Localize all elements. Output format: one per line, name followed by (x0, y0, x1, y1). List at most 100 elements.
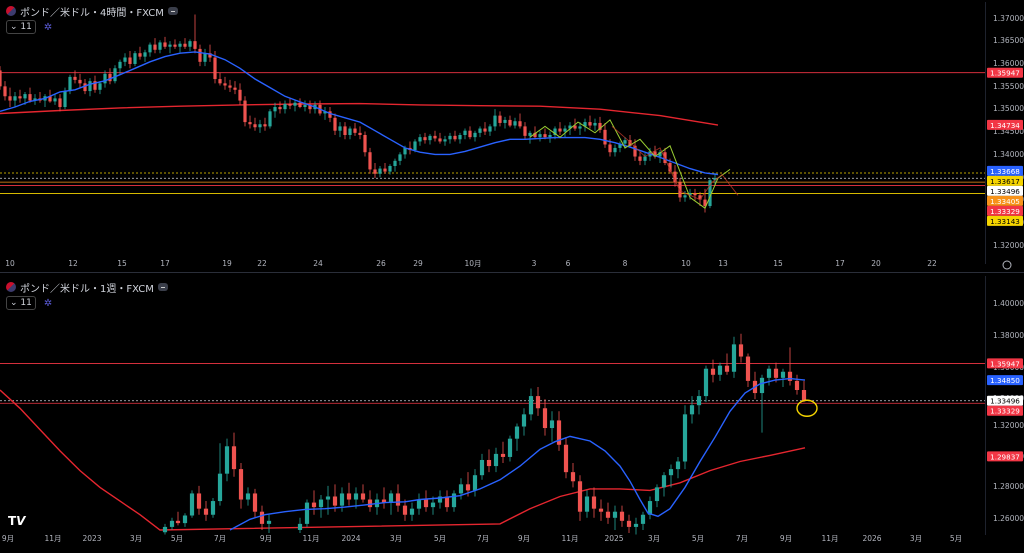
candle[interactable] (638, 152, 642, 166)
candle[interactable] (759, 374, 765, 433)
candle[interactable] (108, 68, 112, 85)
candle[interactable] (661, 472, 667, 497)
price-tag[interactable]: 1.33143 (987, 215, 1023, 226)
price-tag[interactable]: 1.33329 (987, 205, 1023, 216)
candle[interactable] (508, 115, 512, 128)
candle[interactable] (570, 463, 576, 488)
candle[interactable] (311, 490, 317, 515)
candle[interactable] (28, 87, 32, 103)
candle[interactable] (696, 390, 702, 415)
candle[interactable] (189, 490, 195, 518)
candle[interactable] (717, 362, 723, 381)
candle[interactable] (493, 447, 499, 473)
candle[interactable] (163, 36, 167, 49)
candle[interactable] (210, 498, 216, 518)
candle[interactable] (598, 116, 602, 133)
candle[interactable] (773, 362, 779, 383)
candle[interactable] (693, 188, 697, 201)
candle[interactable] (368, 147, 372, 174)
candle[interactable] (703, 365, 709, 403)
chart-settings-icon[interactable] (1002, 260, 1012, 270)
candle[interactable] (182, 513, 188, 527)
candle[interactable] (724, 353, 730, 375)
price-tag[interactable]: 1.35947 (987, 67, 1023, 78)
candle[interactable] (618, 141, 622, 153)
candle[interactable] (252, 488, 258, 518)
projection-drawing-line[interactable] (611, 126, 739, 201)
candle[interactable] (423, 132, 427, 144)
candle[interactable] (593, 118, 597, 131)
candle[interactable] (18, 89, 22, 103)
candle[interactable] (298, 98, 302, 109)
candle[interactable] (208, 44, 212, 62)
candle[interactable] (663, 147, 667, 166)
candle[interactable] (433, 130, 437, 142)
candle[interactable] (738, 333, 744, 363)
candle[interactable] (533, 126, 537, 140)
candle[interactable] (583, 118, 587, 132)
candle[interactable] (451, 490, 457, 512)
candle[interactable] (438, 132, 442, 144)
candle[interactable] (248, 115, 252, 129)
indicator-count-toggle[interactable]: ⌄ 11 (6, 20, 36, 34)
candle[interactable] (507, 435, 513, 462)
candle[interactable] (678, 178, 682, 202)
candle[interactable] (328, 107, 332, 123)
candle[interactable] (238, 83, 242, 105)
candle[interactable] (245, 487, 251, 506)
candle[interactable] (3, 81, 7, 101)
candle[interactable] (297, 517, 303, 533)
candle[interactable] (325, 485, 331, 515)
candle[interactable] (283, 100, 287, 114)
candle[interactable] (323, 107, 327, 120)
candle[interactable] (640, 511, 646, 530)
candle[interactable] (393, 158, 397, 172)
candle[interactable] (443, 135, 447, 146)
candle[interactable] (318, 494, 324, 518)
candle[interactable] (118, 59, 122, 75)
candle[interactable] (548, 131, 552, 143)
candle[interactable] (514, 423, 520, 451)
price-tag[interactable]: 1.33329 (987, 405, 1023, 416)
candle[interactable] (483, 122, 487, 135)
price-tag[interactable]: 1.33496 (987, 185, 1023, 196)
candle[interactable] (658, 150, 662, 163)
candle[interactable] (198, 44, 202, 67)
candle[interactable] (673, 165, 677, 187)
candle[interactable] (304, 499, 310, 527)
candle[interactable] (584, 490, 590, 518)
candle[interactable] (675, 456, 681, 479)
candle[interactable] (259, 505, 265, 530)
candle[interactable] (626, 514, 632, 533)
highlight-circle-drawing[interactable] (796, 399, 818, 417)
candle[interactable] (472, 469, 478, 497)
candle[interactable] (224, 438, 230, 482)
candle[interactable] (238, 463, 244, 509)
candle[interactable] (488, 124, 492, 136)
candle[interactable] (53, 94, 57, 105)
candle[interactable] (188, 39, 192, 52)
short-moving-average-line[interactable] (229, 377, 806, 531)
candle[interactable] (780, 368, 786, 387)
bottom-chart-pane[interactable]: 1.400001.380001.360001.340001.320001.300… (0, 276, 1024, 543)
candle[interactable] (463, 128, 467, 140)
candle[interactable] (430, 496, 436, 515)
candle[interactable] (598, 499, 604, 521)
candle[interactable] (437, 490, 443, 509)
candle[interactable] (448, 132, 452, 144)
candle[interactable] (162, 523, 168, 535)
candle[interactable] (153, 38, 157, 54)
candle[interactable] (628, 135, 632, 148)
candle[interactable] (444, 490, 450, 512)
candle[interactable] (173, 39, 177, 49)
candle[interactable] (458, 132, 462, 144)
candle[interactable] (409, 502, 415, 521)
candle[interactable] (745, 353, 751, 387)
candle[interactable] (523, 122, 527, 140)
candle[interactable] (486, 449, 492, 473)
candle[interactable] (288, 98, 292, 110)
candle[interactable] (373, 162, 377, 179)
price-tag[interactable]: 1.33668 (987, 165, 1023, 176)
candle[interactable] (518, 113, 522, 129)
candle[interactable] (708, 178, 712, 209)
